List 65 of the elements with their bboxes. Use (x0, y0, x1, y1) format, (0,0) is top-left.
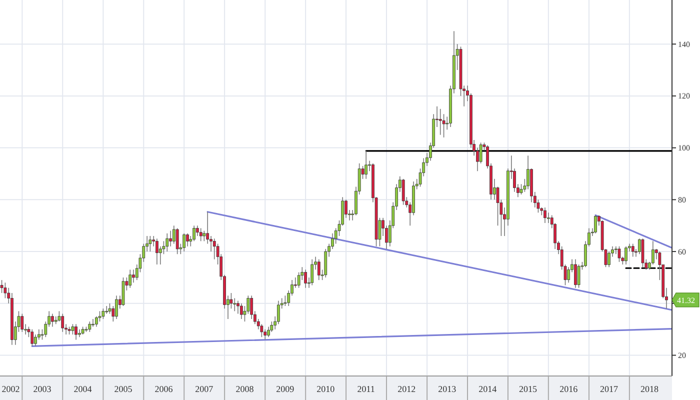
candlestick (166, 232, 169, 252)
candlestick (156, 238, 158, 265)
candlestick (169, 230, 172, 247)
x-tick-label: 2015 (519, 384, 538, 394)
candlestick (202, 230, 206, 242)
candlestick (71, 324, 74, 335)
candlestick (61, 313, 64, 332)
x-tick-label: 2009 (276, 384, 295, 394)
candlestick (594, 214, 597, 234)
candlestick (364, 150, 368, 180)
candlestick (132, 269, 135, 284)
candlestick (614, 246, 618, 255)
y-tick-label: 60 (678, 247, 686, 256)
candlestick (105, 306, 108, 314)
candlestick (182, 232, 186, 252)
candlestick (92, 318, 94, 328)
candlestick (30, 328, 34, 347)
candlestick (577, 264, 580, 288)
x-tick-label: 2007 (195, 384, 214, 394)
x-tick-label: 2005 (114, 384, 133, 394)
x-tick-label: 2011 (357, 384, 375, 394)
y-tick-label: 20 (678, 351, 686, 360)
x-tick-label: 2010 (316, 384, 336, 394)
text: 41.32 (677, 296, 695, 305)
x-tick-label: 2018 (640, 384, 659, 394)
y-tick-label: 140 (678, 40, 690, 49)
candlestick (574, 258, 577, 288)
x-tick-label: 2013 (438, 384, 457, 394)
x-tick-label: 2017 (600, 384, 619, 394)
candlestick (618, 246, 621, 262)
candlestick (240, 302, 243, 320)
x-tick-label: 2008 (236, 384, 254, 394)
x-tick-label: 2016 (560, 384, 578, 394)
candlestick (402, 178, 405, 206)
candlestick (624, 246, 628, 265)
candlestick (128, 269, 132, 288)
x-tick-label: 2006 (154, 384, 174, 394)
candlestick (50, 313, 54, 328)
candlestick (74, 324, 78, 340)
candlestick (631, 243, 634, 258)
candlestick (317, 258, 320, 280)
candlestick (186, 232, 189, 247)
candlestick (438, 108, 442, 136)
candlestick (230, 292, 233, 309)
candlestick (102, 308, 105, 320)
candlestick (148, 236, 152, 252)
x-tick-label: 2012 (398, 384, 416, 394)
x-tick-label: 2002 (2, 384, 20, 394)
candlestick (199, 228, 202, 242)
candlestick (544, 207, 546, 224)
x-tick-label: 2004 (74, 384, 92, 394)
x-tick-label: 2014 (478, 384, 498, 394)
candlestick (108, 302, 112, 314)
y-tick-label: 120 (678, 92, 690, 101)
candlestick (304, 269, 308, 288)
candlestick (310, 258, 314, 286)
y-tick-label: 80 (678, 195, 686, 204)
candlestick (115, 295, 118, 320)
candlestick (641, 238, 644, 268)
y-tick-label: 100 (678, 144, 690, 153)
candlestick (122, 277, 125, 306)
candlestick (88, 321, 92, 332)
candlestick (20, 313, 24, 332)
x-tick-label: 2003 (33, 384, 52, 394)
candlestick (176, 228, 179, 255)
